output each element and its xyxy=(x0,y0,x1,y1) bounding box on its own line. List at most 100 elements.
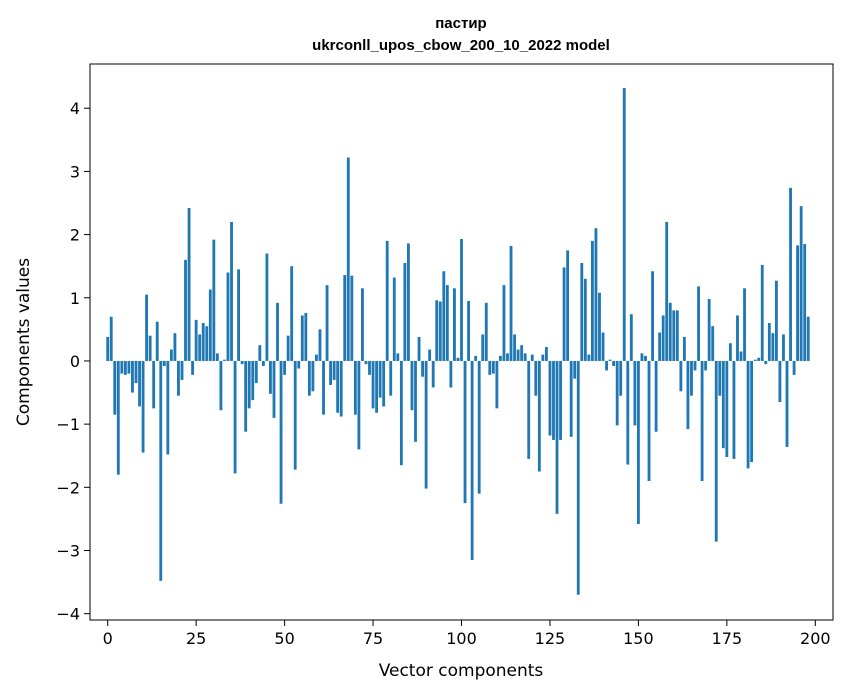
bar xyxy=(173,333,177,361)
bar xyxy=(460,239,463,361)
bar xyxy=(453,288,456,361)
y-tick-label: 2 xyxy=(70,226,80,245)
bar xyxy=(651,271,654,361)
bar xyxy=(141,360,145,453)
bar xyxy=(750,360,754,463)
bar xyxy=(598,292,601,361)
bar xyxy=(127,360,131,374)
bar xyxy=(364,360,368,365)
bar xyxy=(219,360,223,411)
bar xyxy=(746,360,750,469)
x-tick-label: 175 xyxy=(712,629,743,648)
y-tick-label: 1 xyxy=(70,289,80,308)
bar xyxy=(675,310,679,361)
bar xyxy=(534,360,538,396)
bar xyxy=(580,263,584,361)
bar xyxy=(322,360,325,415)
bar xyxy=(123,360,127,375)
bar xyxy=(307,360,311,396)
bar xyxy=(131,360,134,393)
bar xyxy=(697,286,700,361)
bar xyxy=(300,315,304,361)
bar xyxy=(573,360,577,379)
bar xyxy=(767,323,771,361)
bar xyxy=(290,266,294,361)
bar xyxy=(481,334,485,361)
bar xyxy=(470,360,474,560)
bar xyxy=(601,332,605,361)
bar xyxy=(690,360,693,396)
bar xyxy=(654,360,658,432)
bar xyxy=(527,360,531,459)
y-tick-label: −3 xyxy=(56,542,80,561)
plot-frame xyxy=(89,63,834,621)
bar xyxy=(626,360,630,465)
bar xyxy=(134,360,138,384)
bar xyxy=(421,360,424,377)
bar xyxy=(325,285,329,361)
bar xyxy=(583,278,587,361)
bar xyxy=(484,302,488,361)
bar xyxy=(106,336,110,361)
bar xyxy=(265,253,269,361)
chart-subtitle: ukrconll_upos_cbow_200_10_2022 model xyxy=(312,37,610,54)
bar xyxy=(636,360,640,524)
bar xyxy=(155,321,159,361)
bar xyxy=(764,360,768,365)
bar xyxy=(357,360,361,450)
bar xyxy=(644,355,647,361)
bars xyxy=(106,88,810,595)
bar xyxy=(237,269,241,361)
bar xyxy=(782,334,785,361)
bar xyxy=(233,360,237,474)
bar xyxy=(799,206,803,361)
bar xyxy=(230,221,233,361)
bar xyxy=(375,360,378,413)
bar xyxy=(276,302,279,361)
bar xyxy=(180,360,184,380)
bar xyxy=(368,360,371,375)
x-tick-label: 100 xyxy=(446,629,477,648)
bar xyxy=(145,294,149,361)
bar xyxy=(293,360,297,470)
bar xyxy=(113,360,117,415)
bar xyxy=(499,355,502,361)
bar xyxy=(438,301,442,361)
bar xyxy=(672,310,676,361)
bar xyxy=(279,360,283,504)
bar xyxy=(428,349,432,361)
bar xyxy=(162,360,166,366)
bar xyxy=(682,336,686,361)
bar xyxy=(661,315,665,361)
bar xyxy=(169,349,173,361)
y-axis-label: Components values xyxy=(14,258,34,426)
bar xyxy=(346,157,350,361)
bar xyxy=(286,335,290,361)
bar xyxy=(269,360,272,394)
bar xyxy=(658,332,662,361)
bar xyxy=(212,239,216,361)
bar xyxy=(244,360,248,432)
x-tick-label: 0 xyxy=(103,629,113,648)
bar xyxy=(120,360,124,374)
bar xyxy=(463,360,467,504)
bar xyxy=(467,300,470,361)
bar xyxy=(506,353,509,361)
bar xyxy=(407,243,410,361)
y-tick-label: −1 xyxy=(56,415,80,434)
bar xyxy=(757,357,761,361)
bar xyxy=(392,277,396,361)
bar xyxy=(622,88,626,361)
bar xyxy=(491,360,495,374)
bar xyxy=(215,353,219,361)
x-axis-label: Vector components xyxy=(379,661,544,681)
bar xyxy=(700,360,704,481)
bar xyxy=(251,360,255,401)
bar xyxy=(201,323,205,361)
bar xyxy=(796,245,800,361)
bar xyxy=(272,360,276,418)
bar xyxy=(615,360,619,426)
bar xyxy=(208,289,212,361)
bar xyxy=(488,360,492,375)
bar xyxy=(686,360,690,430)
